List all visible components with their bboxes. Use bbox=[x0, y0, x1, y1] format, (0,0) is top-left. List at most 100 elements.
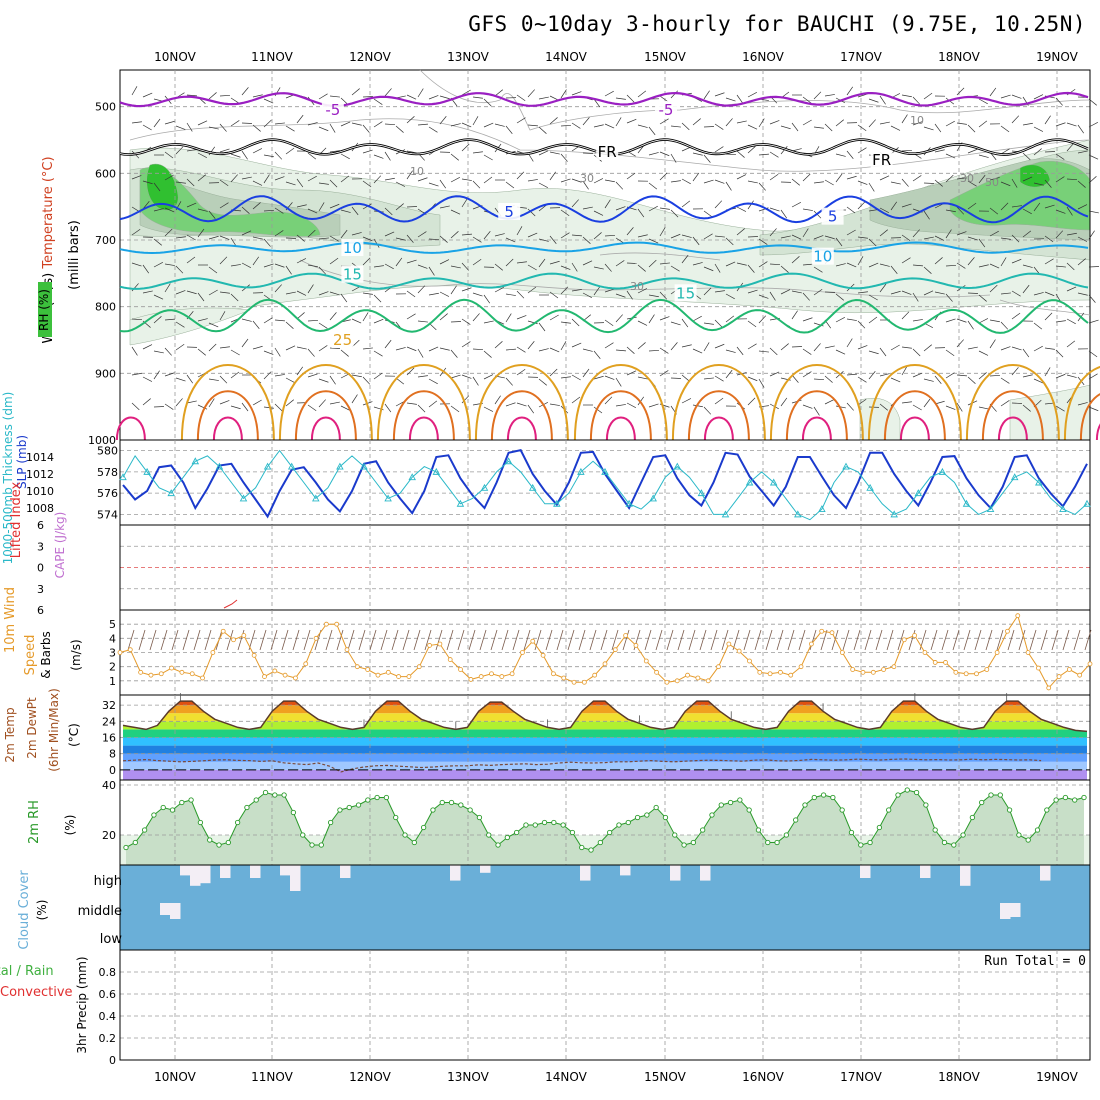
wind-barb bbox=[934, 375, 942, 384]
wind-barb bbox=[923, 210, 930, 220]
wind-barb bbox=[263, 371, 272, 380]
wind-barb bbox=[406, 206, 418, 208]
wind-barb bbox=[318, 322, 328, 329]
wind-barb bbox=[901, 401, 912, 404]
wind-barb bbox=[637, 264, 646, 272]
wind-barb bbox=[362, 292, 373, 295]
rh-point bbox=[793, 817, 799, 823]
isotherm-dome bbox=[376, 364, 471, 441]
isotherm-label-bg bbox=[341, 239, 364, 256]
run-total: Run Total = 0 bbox=[984, 954, 1086, 969]
wind-speed-point bbox=[736, 648, 742, 654]
wind-barb bbox=[714, 235, 725, 238]
wind-barb bbox=[879, 175, 890, 181]
wind-barb-10m bbox=[512, 629, 520, 651]
wind-barb bbox=[1077, 292, 1088, 296]
wind-barb bbox=[879, 207, 889, 214]
wind-barb bbox=[1022, 152, 1031, 161]
wind-barb bbox=[824, 345, 835, 349]
wind-speed-point bbox=[365, 667, 371, 672]
rh-point bbox=[616, 822, 622, 828]
thickness-marker bbox=[673, 462, 682, 470]
rh-point bbox=[718, 802, 724, 808]
wind-speed-point bbox=[509, 671, 515, 677]
wind-barb bbox=[296, 114, 304, 124]
wind-barb bbox=[296, 204, 307, 208]
wind-barb bbox=[989, 177, 1000, 181]
wind-barb bbox=[637, 342, 646, 350]
wind-barb bbox=[373, 265, 384, 268]
isotherm-label: 15 bbox=[343, 266, 362, 284]
wind-barb bbox=[912, 96, 921, 105]
wind-barb-10m bbox=[732, 629, 740, 651]
thickness-marker bbox=[528, 483, 537, 491]
p-tick-label: 1000 bbox=[88, 434, 116, 447]
wind-barb bbox=[989, 319, 1000, 323]
p-tick-label: 500 bbox=[95, 101, 116, 114]
cloud-axis-unit: (%) bbox=[35, 900, 49, 921]
wind-barb bbox=[406, 170, 413, 180]
rh-point bbox=[244, 804, 250, 811]
thickness-axis-label: 1000-500mb Thickness (dm) bbox=[1, 392, 15, 565]
wind-barb bbox=[197, 174, 206, 182]
wind-barb bbox=[175, 321, 185, 328]
rh-point bbox=[774, 839, 780, 846]
wind-barb bbox=[659, 118, 669, 125]
wind-barb bbox=[175, 236, 186, 239]
wind-barb bbox=[175, 146, 184, 155]
wind-speed-point bbox=[592, 672, 598, 678]
wind-barb bbox=[1066, 122, 1077, 127]
wind-barb bbox=[956, 206, 965, 215]
wind-barb bbox=[912, 175, 922, 182]
wind-barb bbox=[263, 238, 271, 247]
wind-barb bbox=[1088, 121, 1098, 128]
wind-barb bbox=[483, 176, 493, 184]
wind-barb bbox=[494, 341, 503, 349]
wind-barb bbox=[637, 124, 648, 128]
isotherm-dome bbox=[310, 416, 341, 441]
wind-barb bbox=[505, 258, 514, 267]
wind-barb bbox=[703, 342, 710, 352]
wind-barb bbox=[274, 319, 285, 322]
wind-barb-10m bbox=[842, 629, 850, 651]
wind-barb bbox=[890, 125, 901, 131]
wind-barb bbox=[593, 350, 601, 359]
wind-barb bbox=[857, 291, 868, 294]
isotherm-label-bg bbox=[870, 151, 893, 168]
wind-barb bbox=[505, 237, 516, 243]
wind-barb bbox=[934, 257, 943, 265]
rh-point bbox=[820, 792, 827, 798]
wind-barb bbox=[186, 149, 197, 152]
temp-band bbox=[123, 745, 1087, 754]
wind-barb bbox=[846, 402, 854, 411]
wind-barb bbox=[582, 368, 590, 378]
wind-barb bbox=[307, 264, 318, 268]
isotherm-dome bbox=[506, 416, 537, 441]
wind-barb bbox=[879, 347, 887, 357]
wind-barb bbox=[230, 97, 240, 104]
rh-shade-5 bbox=[139, 167, 321, 237]
top-date-label: 15NOV bbox=[644, 50, 686, 64]
wind-barb bbox=[263, 154, 274, 158]
wind-barb bbox=[769, 151, 779, 158]
wind-barb bbox=[131, 318, 143, 321]
wind-barb bbox=[692, 348, 703, 354]
wind-barb bbox=[703, 179, 714, 184]
temp-axis-label-2: 2m DewPt bbox=[25, 697, 39, 759]
thickness-marker bbox=[890, 510, 898, 518]
wind-barb-10m bbox=[622, 629, 630, 651]
rh-point bbox=[876, 824, 883, 831]
thickness-marker bbox=[456, 499, 465, 507]
rh-point bbox=[513, 829, 520, 836]
rh-point bbox=[272, 792, 278, 798]
wind-barb bbox=[890, 290, 901, 295]
wind-barb bbox=[780, 343, 789, 351]
p-tick-label: 600 bbox=[95, 167, 116, 180]
isotherm-10 bbox=[119, 241, 1089, 255]
isotherm-dome bbox=[294, 390, 357, 441]
wind-barb bbox=[769, 228, 777, 237]
wind-barb bbox=[714, 179, 725, 184]
wind-barb bbox=[450, 285, 457, 295]
cloud-cover-panel: high middle low Cloud Cover (%) bbox=[17, 864, 1091, 951]
wind-barb bbox=[703, 377, 714, 380]
